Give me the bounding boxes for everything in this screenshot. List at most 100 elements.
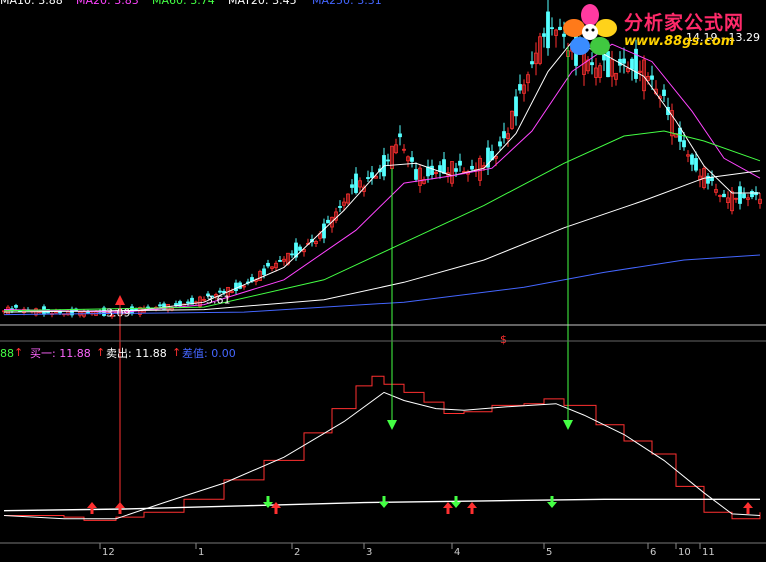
x-tick-label: 1 bbox=[198, 547, 204, 558]
candle-body bbox=[614, 72, 618, 80]
candle-body bbox=[230, 290, 234, 293]
candle-body bbox=[374, 175, 378, 179]
candle-body bbox=[598, 65, 602, 78]
sell-signal-icon bbox=[547, 502, 557, 508]
candle-body bbox=[330, 216, 334, 228]
indicator-legend-item: 买一: 11.88 bbox=[30, 347, 91, 360]
candle-body bbox=[546, 11, 550, 49]
candle-body bbox=[638, 70, 642, 73]
candle-body bbox=[262, 268, 266, 275]
candle-body bbox=[422, 179, 426, 184]
candle-body bbox=[526, 74, 530, 84]
logo-brand: 分析家公式网 bbox=[624, 12, 745, 34]
price-annotation: 3.09 bbox=[106, 306, 131, 319]
buy-signal-icon bbox=[271, 502, 281, 508]
candle-body bbox=[394, 144, 398, 154]
candle-body bbox=[222, 290, 226, 294]
ma-line-mat20 bbox=[3, 170, 761, 313]
candle-body bbox=[554, 29, 558, 36]
candle-body bbox=[722, 193, 726, 198]
candle-body bbox=[386, 159, 390, 162]
indicator-panel bbox=[3, 46, 761, 521]
sell-signal-icon bbox=[263, 502, 273, 508]
time-axis: 12 1 2 3 4 5 6 10 11 bbox=[99, 543, 715, 558]
candle-body bbox=[326, 219, 330, 224]
site-logo[interactable]: 分析家公式网 www.88gs.com bbox=[560, 2, 766, 58]
up-arrow-icon: ↑ bbox=[96, 346, 106, 359]
candle-body bbox=[594, 67, 598, 78]
price-panel: 3.09 3.61 14.19 - 13.29 $ bbox=[2, 0, 762, 346]
candle-body bbox=[522, 84, 526, 94]
candle-body bbox=[338, 206, 342, 208]
sell-signal-icon bbox=[451, 502, 461, 508]
candle-body bbox=[498, 141, 502, 147]
candle-body bbox=[646, 76, 650, 81]
candle-body bbox=[442, 159, 446, 174]
candle-body bbox=[454, 168, 458, 172]
buy-signal-icon bbox=[274, 508, 278, 514]
ma-legend-item: MA10: 3.88 bbox=[0, 0, 63, 7]
indicator-line bbox=[3, 498, 760, 512]
candle-body bbox=[242, 285, 246, 288]
candle-body bbox=[450, 161, 454, 184]
up-arrow-icon: ↑ bbox=[172, 346, 182, 359]
candle-body bbox=[562, 33, 566, 37]
candle-body bbox=[214, 294, 218, 297]
candle-body bbox=[750, 190, 754, 198]
buy-signal-icon bbox=[743, 502, 753, 508]
candle-body bbox=[134, 308, 138, 311]
buy-signal-icon bbox=[746, 508, 750, 514]
candle-body bbox=[258, 271, 262, 281]
candle-body bbox=[402, 148, 406, 151]
candle-body bbox=[502, 131, 506, 139]
candle-body bbox=[178, 301, 182, 307]
candle-body bbox=[666, 106, 670, 116]
x-tick-label: 11 bbox=[702, 547, 715, 558]
candle-body bbox=[426, 166, 430, 177]
buy-signal-icon bbox=[118, 508, 122, 514]
candle-body bbox=[558, 26, 562, 31]
candle-body bbox=[706, 175, 710, 184]
candle-body bbox=[470, 165, 474, 170]
candle-body bbox=[610, 59, 614, 77]
indicator-line bbox=[4, 375, 761, 521]
candle-body bbox=[518, 84, 522, 91]
x-tick-label: 3 bbox=[366, 547, 372, 558]
candle-body bbox=[634, 48, 638, 79]
candle-body bbox=[690, 154, 694, 165]
buy-arrow-icon bbox=[115, 295, 125, 305]
up-arrow-icon: ↑ bbox=[14, 346, 24, 359]
ma-line-ma10 bbox=[3, 41, 760, 313]
candle-body bbox=[398, 133, 402, 138]
sell-signal-icon bbox=[382, 496, 386, 502]
sell-signal-icon bbox=[379, 502, 389, 508]
price-annotation: $ bbox=[500, 333, 507, 346]
candle-body bbox=[406, 156, 410, 162]
candle-body bbox=[622, 58, 626, 64]
candle-body bbox=[514, 96, 518, 117]
candle-body bbox=[354, 173, 358, 193]
candle-body bbox=[202, 298, 206, 301]
candle-body bbox=[418, 167, 422, 186]
x-tick-label: 12 bbox=[102, 547, 115, 558]
candle-body bbox=[506, 133, 510, 139]
buy-signal-icon bbox=[90, 508, 94, 514]
candle-body bbox=[346, 193, 350, 204]
indicator-legend-item: 88 bbox=[0, 347, 14, 360]
indicator-legend-item: 卖出: 11.88 bbox=[106, 347, 167, 360]
candle-body bbox=[234, 282, 238, 291]
panel-separators bbox=[0, 324, 766, 544]
candle-body bbox=[458, 160, 462, 166]
candle-body bbox=[438, 165, 442, 172]
candle-body bbox=[294, 242, 298, 258]
candle-body bbox=[198, 296, 202, 307]
candle-body bbox=[754, 192, 758, 196]
candle-body bbox=[218, 290, 222, 293]
buy-signal-icon bbox=[467, 502, 477, 508]
candle-body bbox=[266, 262, 270, 267]
sell-arrow-icon bbox=[387, 420, 397, 430]
candle-body bbox=[358, 180, 362, 188]
candle-body bbox=[550, 27, 554, 30]
sell-signal-icon bbox=[454, 496, 458, 502]
